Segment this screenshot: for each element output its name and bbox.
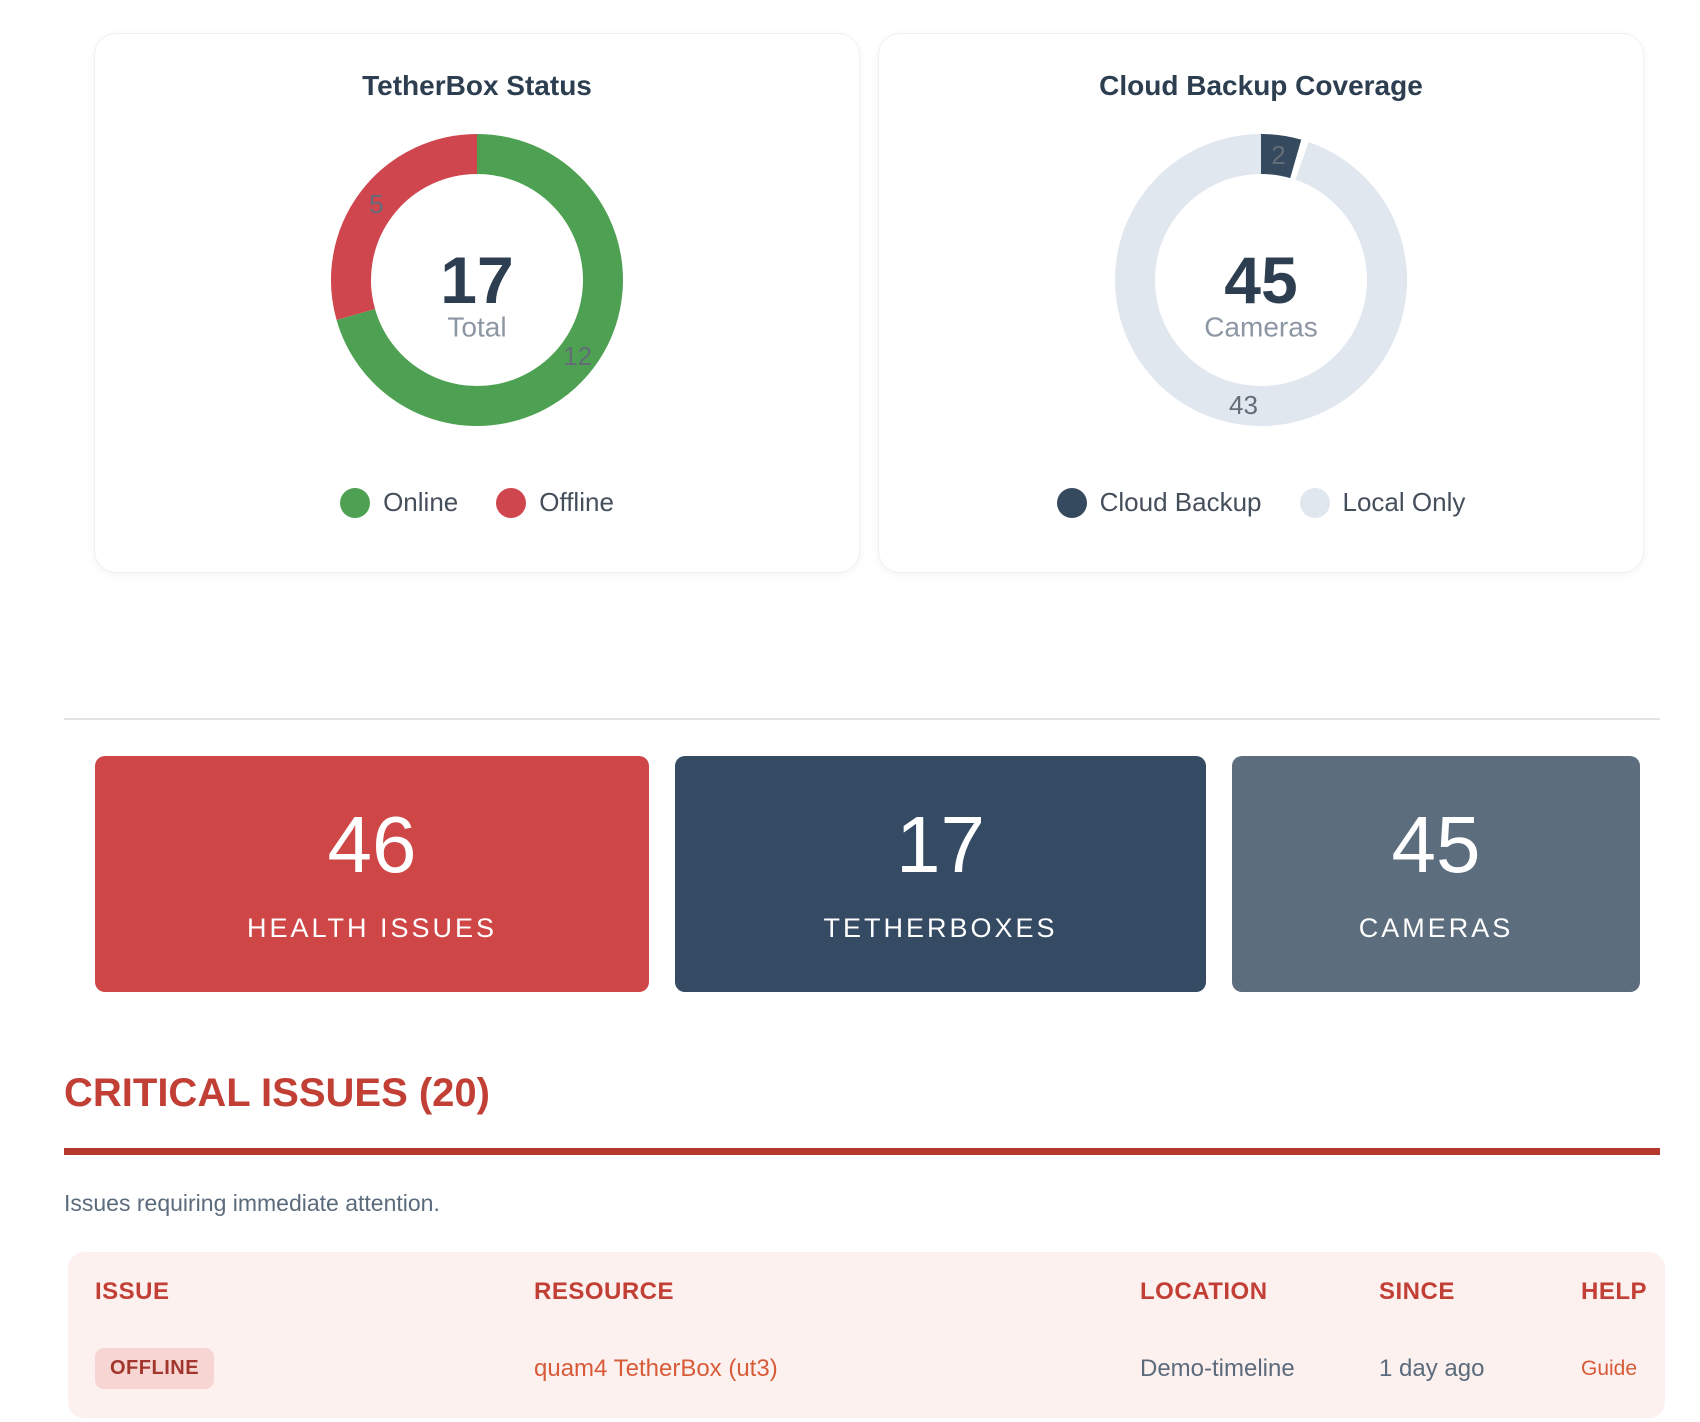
issue-badge-cell: OFFLINE: [95, 1348, 534, 1389]
tetherbox-status-title: TetherBox Status: [362, 70, 592, 101]
column-header-help: HELP: [1581, 1278, 1648, 1305]
health-issues-stat-tile[interactable]: 46 HEALTH ISSUES: [95, 756, 649, 992]
svg-text:5: 5: [369, 189, 383, 219]
health-issues-label: HEALTH ISSUES: [246, 912, 498, 943]
offline-legend-label: Offline: [539, 487, 614, 517]
issues-table-header-row: ISSUE RESOURCE LOCATION SINCE HELP: [95, 1252, 1647, 1316]
cameras-label: CAMERAS: [1358, 912, 1514, 943]
offline-status-badge: OFFLINE: [95, 1348, 215, 1389]
resource-link[interactable]: quam4 TetherBox (ut3): [534, 1354, 778, 1382]
tetherbox-total-value: 17: [440, 243, 513, 317]
online-legend-label: Online: [383, 487, 459, 517]
cloud-backup-coverage-card: Cloud Backup Coverage 2 43 45 Cameras Clo…: [878, 33, 1644, 573]
tetherbox-total-label: Total: [447, 312, 506, 343]
local-only-legend-label: Local Only: [1342, 487, 1466, 517]
legend-item-online[interactable]: Online: [340, 487, 458, 518]
critical-issues-heading: CRITICAL ISSUES (20): [64, 1071, 490, 1115]
cloud-backup-legend-dot: [1056, 487, 1087, 518]
offline-legend-dot: [496, 487, 527, 518]
cameras-total-label: Cameras: [1204, 312, 1318, 343]
cameras-total-value: 45: [1224, 243, 1297, 317]
dashboard-page: TetherBox Status 12 5 17 Total Online Off…: [64, 33, 1665, 1418]
cameras-stat-tile[interactable]: 45 CAMERAS: [1232, 756, 1640, 992]
issue-location: Demo-timeline: [1140, 1354, 1295, 1382]
tetherbox-status-chart-area: 12 5 17 Total: [95, 130, 859, 430]
tetherboxes-stat-tile[interactable]: 17 TETHERBOXES: [675, 756, 1206, 992]
critical-issues-table: ISSUE RESOURCE LOCATION SINCE HELP OFFLI…: [68, 1252, 1665, 1418]
charts-row: TetherBox Status 12 5 17 Total Online Off…: [94, 33, 1660, 573]
online-legend-dot: [340, 487, 371, 518]
legend-item-cloud-backup[interactable]: Cloud Backup: [1056, 487, 1262, 518]
health-issues-count: 46: [327, 799, 417, 889]
guide-link[interactable]: Guide: [1581, 1356, 1638, 1380]
tetherbox-status-donut-chart: 12 5 17 Total: [331, 134, 623, 426]
svg-text:43: 43: [1229, 390, 1258, 420]
cloud-backup-donut-chart: 2 43 45 Cameras: [1115, 134, 1407, 426]
tetherboxes-count: 17: [896, 799, 985, 889]
local-only-legend-dot: [1299, 487, 1330, 518]
column-header-location: LOCATION: [1140, 1278, 1268, 1305]
legend-item-local-only[interactable]: Local Only: [1299, 487, 1466, 518]
issue-since: 1 day ago: [1379, 1354, 1485, 1382]
column-header-since: SINCE: [1379, 1278, 1455, 1305]
cloud-backup-legend: Cloud Backup Local Only: [879, 487, 1643, 518]
tetherboxes-label: TETHERBOXES: [823, 912, 1058, 943]
summary-stats-row: 46 HEALTH ISSUES 17 TETHERBOXES 45 CAMER…: [95, 756, 1660, 992]
critical-issues-rule: [64, 1148, 1660, 1155]
cameras-count: 45: [1391, 799, 1481, 889]
cloud-backup-chart-area: 2 43 45 Cameras: [879, 130, 1643, 430]
cloud-backup-coverage-title: Cloud Backup Coverage: [1099, 70, 1423, 101]
critical-issues-subtext: Issues requiring immediate attention.: [64, 1190, 440, 1216]
section-divider: [64, 718, 1660, 720]
svg-text:12: 12: [563, 341, 592, 371]
cloud-backup-legend-label: Cloud Backup: [1099, 487, 1262, 517]
tetherbox-status-card: TetherBox Status 12 5 17 Total Online Off…: [94, 33, 860, 573]
issue-table-row: OFFLINE quam4 TetherBox (ut3) Demo-timel…: [95, 1316, 1638, 1418]
column-header-issue: ISSUE: [95, 1278, 170, 1305]
tetherbox-status-legend: Online Offline: [95, 487, 859, 518]
column-header-resource: RESOURCE: [534, 1278, 675, 1305]
svg-text:2: 2: [1271, 140, 1285, 170]
legend-item-offline[interactable]: Offline: [496, 487, 614, 518]
